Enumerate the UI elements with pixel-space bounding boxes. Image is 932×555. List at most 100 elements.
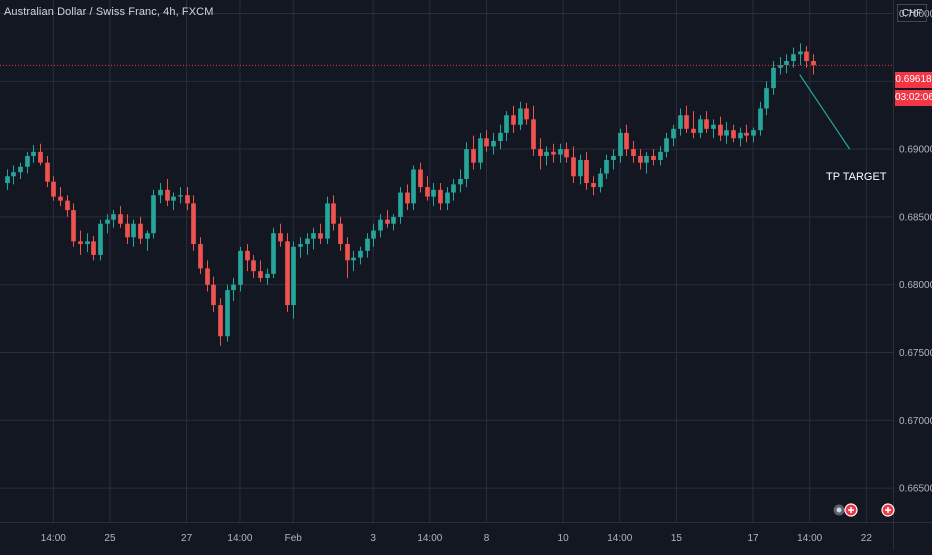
candle <box>251 254 256 278</box>
candle <box>271 227 276 278</box>
candle-body <box>385 219 390 224</box>
candle-body <box>731 130 736 139</box>
candle <box>25 151 30 174</box>
candle-body <box>111 214 116 220</box>
candle <box>305 233 310 255</box>
current-price-tag: 0.69618 <box>895 72 932 88</box>
candle-body <box>305 238 310 245</box>
candle <box>171 192 176 211</box>
currency-button[interactable]: CHF <box>897 4 927 22</box>
candle-body <box>351 257 356 261</box>
candle-body <box>704 119 709 129</box>
candle <box>671 124 676 147</box>
candle <box>544 146 549 166</box>
x-tick-label: Feb <box>285 533 303 544</box>
candle <box>771 61 776 95</box>
candle-body <box>165 189 170 201</box>
dividend-icon[interactable] <box>844 503 858 517</box>
candle <box>258 260 263 283</box>
y-tick-label: 0.67500 <box>899 348 932 359</box>
candle <box>591 176 596 196</box>
candle-body <box>671 128 676 139</box>
candle <box>145 230 150 251</box>
candle-body <box>771 67 776 89</box>
candle-body <box>644 155 649 163</box>
candle <box>185 187 190 211</box>
candle <box>38 143 43 166</box>
candle-body <box>138 223 143 239</box>
earnings-icon[interactable] <box>832 503 846 517</box>
candle <box>471 135 476 170</box>
candle <box>711 119 716 139</box>
candle-body <box>391 216 396 224</box>
candle-body <box>191 203 196 245</box>
candle <box>265 268 270 285</box>
candle-body <box>571 157 576 177</box>
candle-body <box>678 115 683 129</box>
candle <box>811 54 816 75</box>
candle-body <box>445 192 450 204</box>
candle-body <box>538 149 543 156</box>
candle <box>65 195 70 217</box>
event-icons[interactable] <box>832 503 895 517</box>
y-tick-label: 0.66500 <box>899 484 932 495</box>
candle <box>584 151 589 190</box>
candle-body <box>638 155 643 163</box>
dividend-icon[interactable] <box>881 503 895 517</box>
candle <box>5 169 10 190</box>
candle <box>451 178 456 201</box>
candle <box>345 237 350 278</box>
candle-body <box>198 244 203 269</box>
candle <box>791 47 796 68</box>
x-tick-label: 8 <box>484 533 490 544</box>
candle <box>618 128 623 163</box>
candle <box>484 130 489 152</box>
x-tick-label: 3 <box>370 533 376 544</box>
candle-body <box>158 189 163 196</box>
candle-body <box>371 230 376 239</box>
candle-body <box>624 132 629 150</box>
candle-body <box>105 219 110 224</box>
candle-body <box>25 155 30 167</box>
candle <box>205 260 210 292</box>
candle <box>405 184 410 211</box>
symbol-title: Australian Dollar / Swiss Franc, 4h, FXC… <box>4 6 214 18</box>
candle-body <box>658 151 663 160</box>
candle <box>378 214 383 238</box>
candle <box>498 124 503 150</box>
candle-body <box>238 250 243 285</box>
candle <box>178 187 183 204</box>
candle-body <box>18 166 23 173</box>
candle-body <box>691 128 696 133</box>
candle-body <box>784 61 789 66</box>
candle-body <box>291 246 296 306</box>
bar-countdown-tag: 03:02:06 <box>895 90 932 106</box>
candle-body <box>338 223 343 245</box>
candle-body <box>65 200 70 211</box>
candle-body <box>611 155 616 160</box>
candle <box>78 230 83 255</box>
candle <box>731 124 736 143</box>
candle <box>331 195 336 231</box>
candle-body <box>698 119 703 133</box>
candle <box>784 54 789 74</box>
candle <box>51 176 56 201</box>
candle <box>338 216 343 251</box>
candle <box>351 250 356 272</box>
candle <box>478 132 483 170</box>
candle <box>611 149 616 170</box>
x-tick-label: 14:00 <box>41 533 66 544</box>
candle <box>664 132 669 158</box>
candle <box>698 115 703 139</box>
candle <box>598 168 603 193</box>
candle <box>704 111 709 133</box>
candle-body <box>744 132 749 136</box>
candle <box>238 246 243 292</box>
candle <box>298 237 303 258</box>
candle-body <box>31 151 36 156</box>
candle-body <box>265 273 270 278</box>
candle <box>518 101 523 131</box>
